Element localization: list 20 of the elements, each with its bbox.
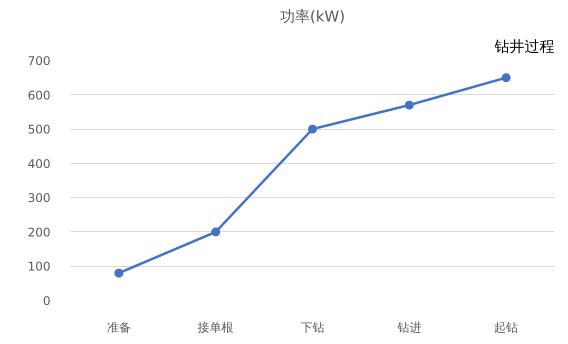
x-tick-label: 钻进 (396, 320, 422, 334)
x-tick-label: 下钻 (300, 320, 324, 334)
text: 钻井过程 (494, 38, 554, 56)
y-tick-label: 500 (28, 122, 50, 137)
y-tick-label: 200 (28, 225, 50, 240)
x-tick-label: 接单根 (198, 320, 234, 334)
point (308, 124, 317, 134)
x-tick-label: 起钻 (494, 320, 518, 334)
point (211, 227, 220, 236)
y-tick-label: 100 (28, 260, 50, 274)
y-tick-label: 0 (42, 294, 51, 308)
x-tick-label: 准备 (106, 320, 131, 334)
y-tick-label: 700 (28, 54, 50, 68)
y-tick-label: 300 (28, 191, 50, 206)
y-tick-label: 400 (28, 156, 50, 171)
point (404, 100, 414, 110)
y-tick-label: 600 (28, 88, 50, 102)
point (502, 73, 511, 82)
chart-title: 功率(kW) (280, 8, 346, 26)
point (114, 268, 124, 278)
